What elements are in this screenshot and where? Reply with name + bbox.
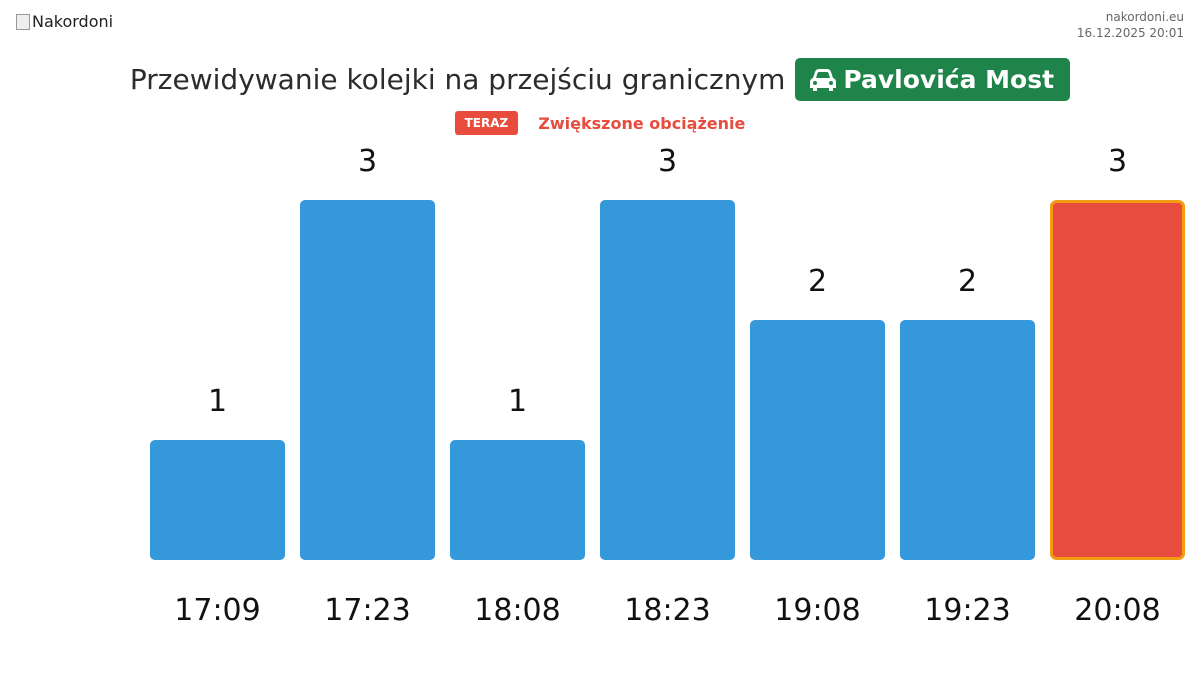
crossing-name: Pavlovića Most [843, 65, 1055, 94]
bar [150, 440, 285, 560]
x-tick-label: 18:23 [624, 593, 710, 628]
x-tick-label: 17:09 [174, 593, 260, 628]
bar [600, 200, 735, 560]
car-icon [810, 68, 837, 91]
x-tick-label: 18:08 [474, 593, 560, 628]
x-tick-label: 19:08 [774, 593, 860, 628]
site: nakordoni.eu [1105, 10, 1184, 24]
logo[interactable]: Nakordoni [16, 12, 113, 31]
crossing-badge: Pavlovića Most [795, 58, 1071, 101]
value-label: 3 [658, 144, 677, 179]
bar [900, 320, 1035, 560]
x-tick-label: 17:23 [324, 593, 410, 628]
value-label: 1 [208, 384, 227, 419]
bar [750, 320, 885, 560]
status-tag: TERAZ [454, 111, 519, 135]
bar [300, 200, 435, 560]
value-label: 3 [1108, 144, 1127, 179]
value-label: 2 [808, 264, 827, 299]
value-label: 3 [358, 144, 377, 179]
broken-image-icon [16, 13, 30, 30]
status-row: TERAZ Zwiększone obciążenie [0, 111, 1200, 135]
bar [450, 440, 585, 560]
value-label: 1 [508, 384, 527, 419]
timestamp: 16.12.2025 20:01 [1076, 26, 1184, 40]
bar [1050, 200, 1185, 560]
title-row: Przewidywanie kolejki na przejściu grani… [0, 58, 1200, 101]
x-tick-label: 20:08 [1074, 593, 1160, 628]
status-text: Zwiększone obciążenie [538, 113, 746, 133]
meta: nakordoni.eu 16.12.2025 20:01 [1077, 9, 1184, 41]
logo-alt: Nakordoni [32, 12, 114, 31]
value-label: 2 [958, 264, 977, 299]
x-tick-label: 19:23 [924, 593, 1010, 628]
chart-title: Przewidywanie kolejki na przejściu grani… [129, 63, 786, 96]
